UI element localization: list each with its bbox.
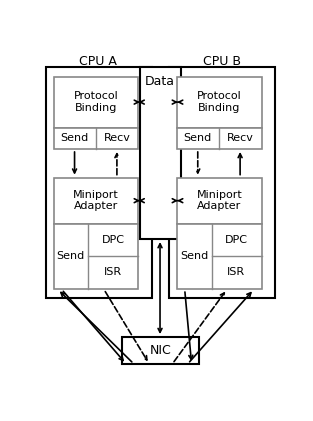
Bar bbox=[177, 77, 262, 128]
Text: Send: Send bbox=[57, 251, 85, 261]
Text: Miniport
Adapter: Miniport Adapter bbox=[197, 190, 242, 211]
Text: DPC: DPC bbox=[101, 235, 125, 245]
Text: DPC: DPC bbox=[225, 235, 248, 245]
Text: Recv: Recv bbox=[104, 133, 130, 143]
Bar bbox=[54, 224, 138, 289]
Bar bbox=[177, 128, 262, 149]
Text: ISR: ISR bbox=[104, 267, 122, 277]
Text: Miniport
Adapter: Miniport Adapter bbox=[73, 190, 119, 211]
Text: Send: Send bbox=[184, 133, 212, 143]
Text: Protocol
Binding: Protocol Binding bbox=[74, 91, 119, 113]
Bar bbox=[140, 67, 181, 239]
Bar bbox=[177, 178, 262, 224]
Text: ISR: ISR bbox=[227, 267, 245, 277]
Text: Send: Send bbox=[60, 133, 89, 143]
Bar bbox=[177, 224, 262, 289]
Bar bbox=[46, 67, 151, 298]
Text: Send: Send bbox=[180, 251, 208, 261]
Bar bbox=[169, 67, 275, 298]
Text: CPU A: CPU A bbox=[80, 55, 117, 68]
Bar bbox=[122, 337, 199, 364]
Text: CPU B: CPU B bbox=[203, 55, 241, 68]
Text: Data: Data bbox=[145, 75, 175, 88]
Text: NIC: NIC bbox=[150, 344, 172, 357]
Text: Recv: Recv bbox=[227, 133, 254, 143]
Bar bbox=[54, 178, 138, 224]
Bar bbox=[54, 77, 138, 128]
Text: Protocol
Binding: Protocol Binding bbox=[197, 91, 242, 113]
Bar bbox=[54, 128, 138, 149]
